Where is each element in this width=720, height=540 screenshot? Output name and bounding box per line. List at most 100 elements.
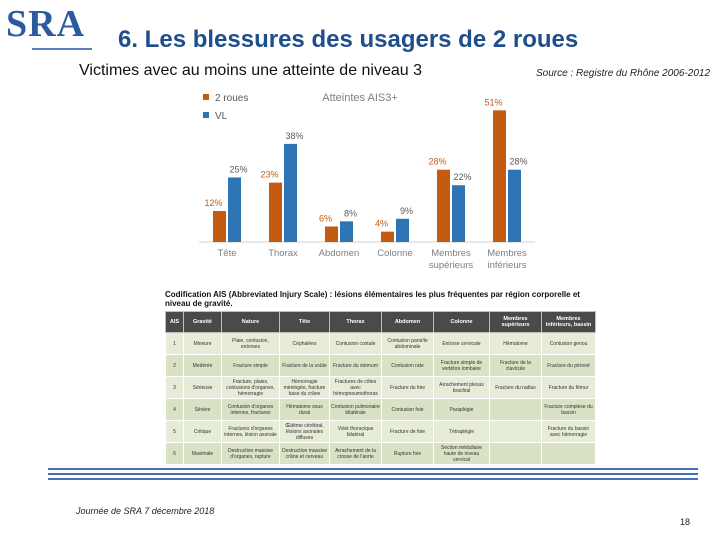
footer-rule-line	[48, 468, 698, 470]
table-row: 4 Sévère Contusion d'organes internes, fra…	[165, 398, 596, 421]
slide-title: 6. Les blessures des usagers de 2 roues	[118, 26, 579, 53]
bar-deux-roues	[437, 169, 450, 242]
table-cell: Fracture simple de vertèbre lombaire	[433, 354, 490, 377]
table-cell	[489, 398, 542, 421]
table-cell: Plaie, contusion, entorses	[221, 332, 280, 355]
table-header-cell: Nature	[221, 311, 280, 333]
bar-vl	[284, 143, 297, 242]
table-cell: 4	[165, 398, 184, 421]
legend-label: 2 roues	[215, 93, 248, 104]
table-cell: Fracture, plaies, contusions d'organes, …	[221, 376, 280, 399]
ais-table-block: Codification AIS (Abbreviated Injury Sca…	[165, 290, 596, 465]
table-cell: Rupture foie	[381, 442, 434, 465]
table-cell: Fracture complexe du bassin	[541, 398, 596, 421]
table-body: 1 Mineure Plaie, contusion, entorses Céphal…	[165, 332, 596, 465]
category-tick-label: supérieurs	[429, 260, 474, 271]
table-cell	[489, 442, 542, 465]
table-header-cell: Tête	[279, 311, 330, 333]
data-label: 6%	[319, 214, 332, 224]
legend-label: VL	[215, 111, 228, 122]
data-label: 8%	[344, 208, 357, 218]
source-note: Source : Registre du Rhône 2006-2012	[536, 68, 711, 79]
ais3-bar-chart: Atteintes AIS3+ 12% 25% Tête 23% 38% Thorax 6% 8…	[199, 92, 535, 271]
table-cell: Fractures d'organes internes, lésion axo…	[221, 420, 280, 443]
bar-deux-roues	[493, 110, 506, 242]
chart-title: Atteintes AIS3+	[322, 92, 398, 104]
legend-swatch	[203, 94, 209, 100]
footer-rule-line	[48, 478, 698, 480]
table-cell: Contusion d'organes internes, fractures	[221, 398, 280, 421]
slide-subtitle: Victimes avec au moins une atteinte de n…	[79, 62, 423, 79]
table-cell	[541, 442, 596, 465]
data-label: 38%	[285, 131, 303, 141]
table-cell: Fracture simple	[221, 354, 280, 377]
table-caption: Codification AIS (Abbreviated Injury Sca…	[165, 290, 580, 308]
table-header-cell: Gravité	[183, 311, 222, 333]
logo-underline	[32, 48, 92, 50]
bar-vl	[228, 177, 241, 242]
table-header-row: AIS Gravité Nature Tête Thorax Abdomen Colonne…	[165, 311, 596, 333]
table-row: 2 Modérée Fracture simple Fracture de la vo…	[165, 354, 596, 377]
bar-deux-roues	[269, 182, 282, 242]
table-header-cell: Colonne	[433, 311, 490, 333]
bar-vl	[396, 218, 409, 242]
bar-vl	[452, 185, 465, 242]
table-cell: Entorse cervicale	[433, 332, 490, 355]
table-cell	[489, 420, 542, 443]
table-cell: Œdème cérébral, lésions axonales diffuse…	[279, 420, 330, 443]
table-header-cell: AIS	[165, 311, 184, 333]
table-cell: Hémorragie méningée, fracture base du cr…	[279, 376, 330, 399]
table-header-cell: Membres supérieurs	[489, 311, 542, 333]
table-cell: Sérieuse	[183, 376, 222, 399]
data-label: 51%	[484, 97, 502, 107]
table-row: 3 Sérieuse Fracture, plaies, contusions d'…	[165, 376, 596, 399]
table-cell: Contusion rate	[381, 354, 434, 377]
table-cell: Destruction massive crâne et cerveau	[279, 442, 330, 465]
table-cell: Volet thoracique bilatéral	[329, 420, 382, 443]
table-cell: Section médullaire haute de niveau cervi…	[433, 442, 490, 465]
bar-deux-roues	[213, 211, 226, 242]
table-cell: Critique	[183, 420, 222, 443]
table-cell: Fracture du sternum	[329, 354, 382, 377]
table-header-cell: Membres inférieurs, bassin	[541, 311, 596, 333]
table-cell: Destruction massive d'organes, rupture	[221, 442, 280, 465]
table-cell: Contusion paroi/le abdominale	[381, 332, 434, 355]
data-label: 4%	[375, 219, 388, 229]
footer-rule	[48, 468, 698, 483]
table-cell: Fracture du radius	[489, 376, 542, 399]
table-cell: Fractures de côtes avec hémopneumothorax	[329, 376, 382, 399]
table-cell: 6	[165, 442, 184, 465]
table-header-cell: Thorax	[329, 311, 382, 333]
data-label: 22%	[453, 172, 471, 182]
category-tick-label: inférieurs	[487, 260, 526, 271]
data-label: 23%	[260, 170, 278, 180]
legend-swatch	[203, 112, 209, 118]
table-cell: 1	[165, 332, 184, 355]
table-cell: Fracture du péroné	[541, 354, 596, 377]
category-tick-label: Membres	[431, 248, 471, 259]
table-cell: Fracture de la voûte	[279, 354, 330, 377]
table-cell: Fracture du foie	[381, 376, 434, 399]
table-cell: Contusion costale	[329, 332, 382, 355]
table-cell: Hématome	[489, 332, 542, 355]
ais-table: AIS Gravité Nature Tête Thorax Abdomen Colonne…	[165, 311, 596, 465]
table-cell: Sévère	[183, 398, 222, 421]
bar-vl	[340, 221, 353, 242]
table-cell: Arrachement de la crosse de l'aorte	[329, 442, 382, 465]
data-label: 25%	[229, 164, 247, 174]
footer-rule-line	[48, 473, 698, 475]
category-tick-label: Colonne	[377, 248, 412, 259]
table-cell: Hématome sous dural	[279, 398, 330, 421]
table-cell: Mineure	[183, 332, 222, 355]
bar-vl	[508, 169, 521, 242]
data-label: 28%	[428, 157, 446, 167]
page-number: 18	[680, 517, 691, 527]
table-cell: Tétraplégie	[433, 420, 490, 443]
sra-logo: SRA	[6, 3, 92, 56]
table-cell: Fracture du bassin avec hémorragie	[541, 420, 596, 443]
table-cell: 5	[165, 420, 184, 443]
data-label: 12%	[204, 198, 222, 208]
table-cell: 3	[165, 376, 184, 399]
table-cell: Paraplégie	[433, 398, 490, 421]
table-cell: Arrachement plexus brachial	[433, 376, 490, 399]
